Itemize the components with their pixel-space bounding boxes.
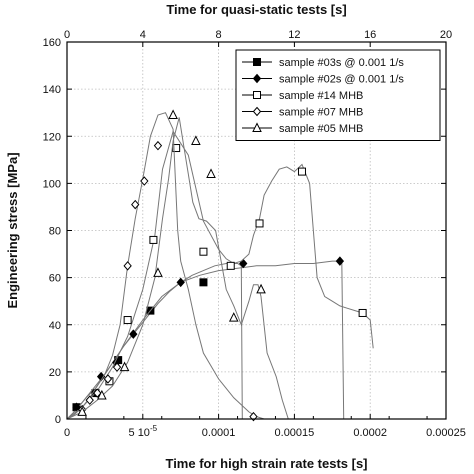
data-point: [239, 258, 248, 269]
y-tick-label: 60: [49, 273, 61, 285]
top-tick-label: 0: [64, 29, 70, 41]
x-tick-label: 5 10-5: [129, 424, 158, 439]
legend-label: sample #14 MHB: [279, 90, 363, 102]
x-tick-label: 0.00015: [275, 427, 315, 439]
data-point: [77, 406, 87, 416]
top-tick-label: 12: [288, 29, 300, 41]
data-point: [176, 277, 185, 288]
series-5: [66, 109, 289, 420]
data-point: [149, 235, 158, 244]
legend-marker: [252, 122, 262, 132]
data-point: [93, 388, 102, 398]
y-tick-label: 160: [43, 37, 61, 49]
legend-marker: [253, 58, 261, 66]
x-tick-label: 0.00025: [426, 427, 466, 439]
data-point: [129, 329, 138, 339]
data-point: [140, 176, 149, 186]
data-point: [119, 361, 130, 372]
top-tick-label: 4: [140, 29, 146, 41]
x-tick-label: 0.0002: [353, 427, 387, 439]
data-point: [206, 168, 216, 178]
top-tick-label: 8: [216, 29, 222, 41]
data-point: [168, 109, 178, 120]
data-point: [191, 135, 201, 145]
data-point: [153, 267, 163, 277]
legend-label: sample #07 MHB: [279, 107, 363, 119]
data-point: [112, 362, 122, 372]
data-point: [256, 283, 266, 294]
y-axis-title: Engineering stress [MPa]: [5, 152, 20, 308]
y-tick-label: 80: [49, 226, 61, 238]
top-tick-label: 20: [440, 29, 452, 41]
y-tick-label: 100: [43, 178, 61, 190]
y-tick-label: 0: [55, 414, 61, 426]
legend-marker: [253, 91, 261, 99]
legend-label: sample #02s @ 0.001 1/s: [279, 74, 404, 86]
data-point: [199, 247, 208, 256]
series-4: [66, 112, 265, 422]
legend-label: sample #05 MHB: [279, 123, 363, 135]
legend-marker: [252, 106, 262, 117]
data-point: [103, 374, 113, 384]
y-tick-label: 140: [43, 84, 61, 96]
y-tick-label: 120: [43, 131, 61, 143]
data-point: [123, 261, 132, 271]
data-point: [131, 199, 140, 210]
data-point: [255, 219, 264, 228]
series-line: [66, 130, 374, 420]
data-point: [335, 256, 345, 266]
y-tick-label: 20: [49, 367, 61, 379]
series-3: [66, 130, 374, 420]
legend: sample #03s @ 0.001 1/s sample #02s @ 0.0…: [235, 49, 441, 141]
top-axis-title: Time for quasi-static tests [s]: [166, 2, 346, 17]
x-tick-label: 0: [64, 427, 70, 439]
y-tick-label: 40: [49, 320, 61, 332]
data-point: [228, 312, 239, 322]
x-axis-title: Time for high strain rate tests [s]: [165, 456, 367, 471]
legend-label: sample #03s @ 0.001 1/s: [279, 57, 404, 69]
data-point: [123, 316, 132, 325]
legend-marker: [252, 73, 262, 84]
data-point: [199, 278, 208, 287]
data-point: [85, 395, 94, 405]
data-point: [226, 261, 235, 270]
x-tick-label: 0.0001: [202, 427, 236, 439]
ticks: 0 5 10-5 0.0001 0.00015 0.0002 0.00025 0 4 8 12 16…: [43, 29, 466, 439]
data-point: [153, 140, 163, 151]
top-tick-label: 16: [364, 29, 376, 41]
data-point: [97, 389, 107, 400]
series-line: [66, 112, 265, 420]
data-point: [358, 308, 367, 317]
data-point: [297, 167, 306, 176]
series-layer: [66, 109, 374, 422]
